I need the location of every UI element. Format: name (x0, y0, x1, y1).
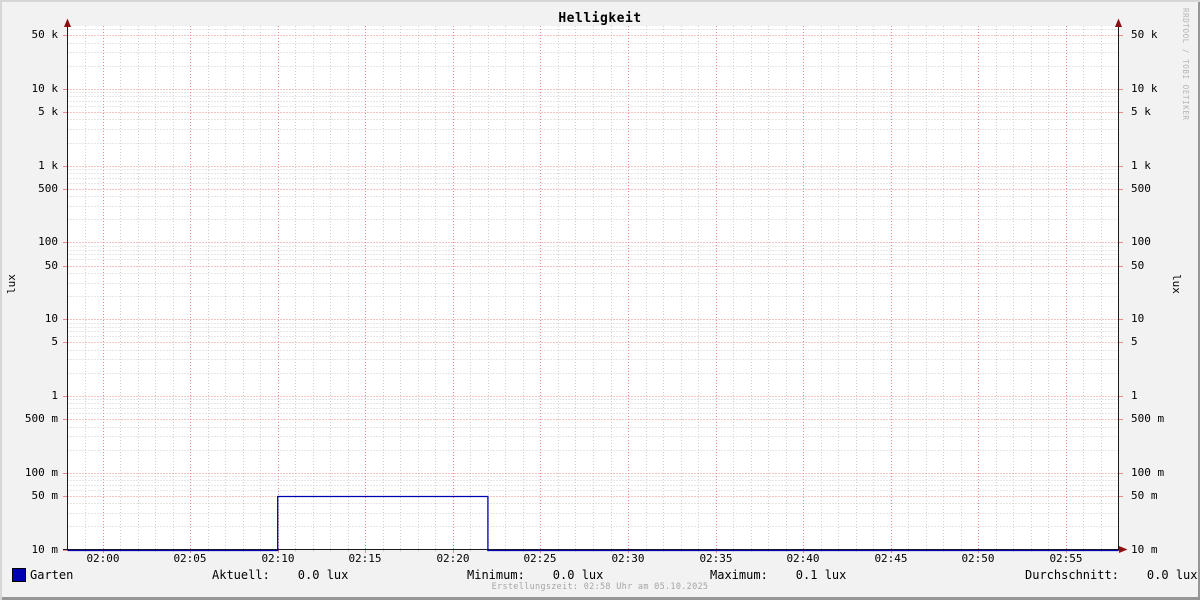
y-axis-tick-label: 500 (1131, 182, 1151, 195)
x-axis-tick-label: 02:10 (261, 552, 295, 565)
y-axis-tick-label: 100 (1131, 235, 1151, 248)
y-axis-tick-label: 10 m (31, 543, 59, 556)
x-axis-tick-label: 02:50 (961, 552, 995, 565)
y-axis-tick-label: 5 (1131, 335, 1138, 348)
rrdtool-watermark: RRDTOOL / TOBI OETIKER (1181, 8, 1190, 121)
y-axis-tick-label: 1 (51, 389, 58, 402)
stat-label: Minimum: (467, 568, 525, 582)
x-axis-tick-label: 02:30 (611, 552, 645, 565)
stat-label: Maximum: (710, 568, 768, 582)
y-axis-tick-label: 100 (38, 235, 58, 248)
y-axis-tick-label: 50 m (31, 489, 59, 502)
x-axis-tick-label: 02:05 (173, 552, 207, 565)
y-axis-tick-label: 500 (38, 182, 58, 195)
y-axis-tick-label: 100 m (24, 466, 58, 479)
stat-aktuell: Aktuell: 0.0 lux (212, 567, 348, 583)
x-axis-tick-label: 02:20 (436, 552, 470, 565)
legend-row: Garten Aktuell: 0.0 lux Minimum: 0.0 lux M… (0, 567, 1200, 583)
series-label: Garten (30, 568, 74, 582)
y-axis-tick-label: 500 m (1131, 412, 1165, 425)
y-axis-tick-label: 500 m (24, 412, 58, 425)
creation-time: Erstellungszeit: 02:58 Uhr am 05.10.2025 (491, 582, 709, 592)
y-axis-tick-label: 1 k (38, 159, 58, 172)
x-axis-tick-label: 02:40 (786, 552, 820, 565)
x-axis-tick-label: 02:45 (874, 552, 908, 565)
y-axis-tick-label: 1 (1131, 389, 1138, 402)
x-axis-tick-label: 02:35 (699, 552, 733, 565)
y-axis-tick-label: 10 (1131, 312, 1145, 325)
y-axis-tick-label: 50 (1131, 259, 1145, 272)
x-axis-tick-label: 02:00 (86, 552, 120, 565)
chart-title: Helligkeit (558, 11, 642, 26)
x-axis-tick-label: 02:25 (523, 552, 557, 565)
stat-value: 0.1 lux (795, 568, 847, 582)
y-axis-tick-label: 5 k (1131, 105, 1151, 118)
series-color-swatch (12, 568, 26, 582)
stat-durchschnitt: Durchschnitt: 0.0 lux (1025, 567, 1198, 583)
stat-value: 0.0 lux (297, 568, 349, 582)
y-axis-tick-label: 10 k (1131, 82, 1158, 95)
y-axis-tick-label: 50 k (1131, 28, 1158, 41)
stat-label: Aktuell: (212, 568, 270, 582)
y-axis-tick-label: 100 m (1131, 466, 1165, 479)
x-axis-tick-label: 02:55 (1049, 552, 1083, 565)
y-axis-tick-label: 50 m (1131, 489, 1158, 502)
y-axis-tick-label: 10 m (1131, 543, 1158, 556)
y-axis-tick-label: 5 k (38, 105, 58, 118)
y-axis-tick-label: 5 (51, 335, 58, 348)
y-axis-tick-label: 10 (44, 312, 58, 325)
y-axis-tick-label: 10 k (31, 82, 59, 95)
y-axis-tick-label: 50 (44, 259, 58, 272)
stat-value: 0.0 lux (1146, 568, 1198, 582)
y-axis-tick-label: 1 k (1131, 159, 1151, 172)
stat-minimum: Minimum: 0.0 lux (467, 567, 603, 583)
stat-maximum: Maximum: 0.1 lux (710, 567, 846, 583)
x-axis-tick-label: 02:15 (348, 552, 382, 565)
y-axis-tick-label: 50 k (31, 28, 59, 41)
stat-value: 0.0 lux (552, 568, 604, 582)
stat-label: Durchschnitt: (1025, 568, 1119, 582)
